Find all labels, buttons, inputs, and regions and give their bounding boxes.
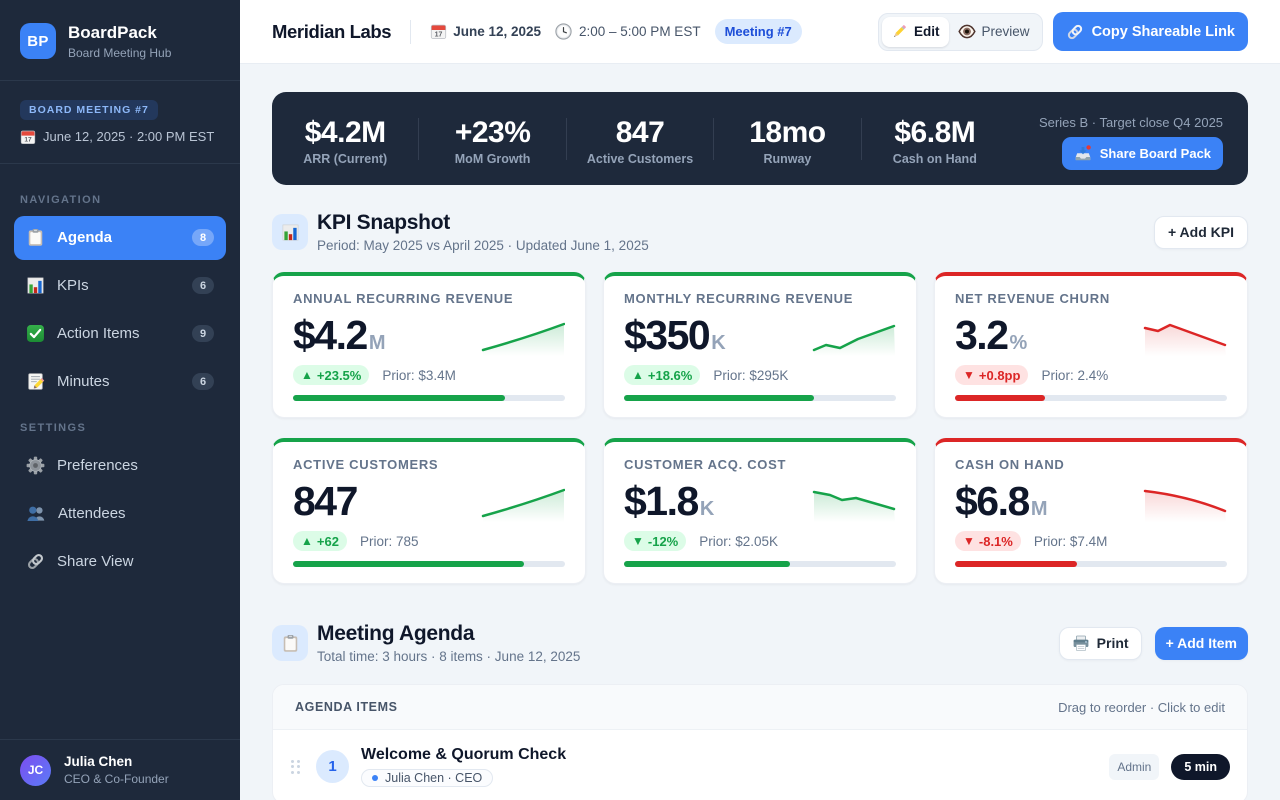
svg-text:17: 17 xyxy=(435,31,443,38)
svg-text:17: 17 xyxy=(24,136,32,143)
